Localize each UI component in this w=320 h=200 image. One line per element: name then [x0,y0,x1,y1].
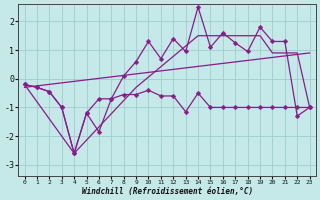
X-axis label: Windchill (Refroidissement éolien,°C): Windchill (Refroidissement éolien,°C) [82,187,253,196]
